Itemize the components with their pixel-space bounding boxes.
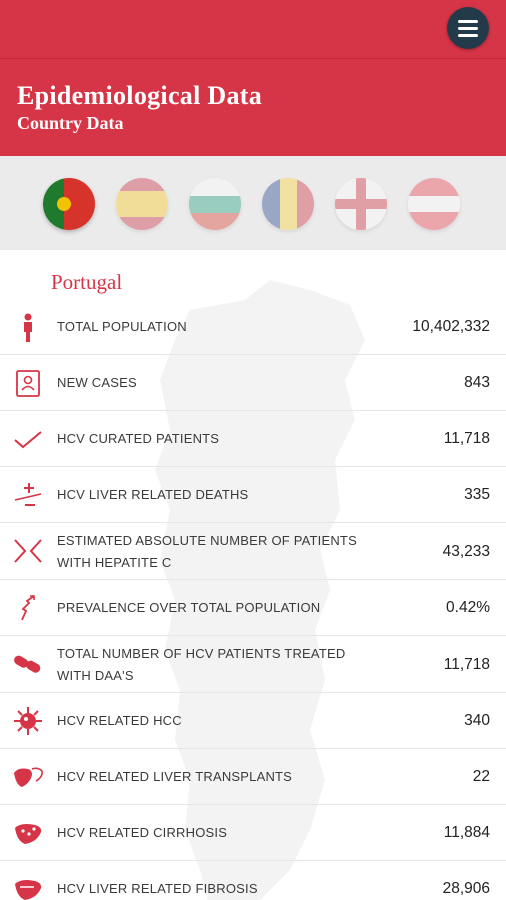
hamburger-icon [458, 19, 478, 23]
stat-row-prevalence: PREVALENCE OVER TOTAL POPULATION 0.42% [0, 580, 506, 636]
country-selector [0, 156, 506, 250]
stat-value: 11,718 [443, 430, 490, 447]
flag-austria-button[interactable] [408, 178, 460, 230]
stat-value: 843 [464, 374, 490, 391]
stat-value: 340 [464, 712, 490, 729]
stat-row-treated-daas: TOTAL NUMBER OF HCV PATIENTS TREATED WIT… [0, 636, 506, 693]
stat-value: 10,402,332 [412, 318, 490, 335]
stat-label: PREVALENCE OVER TOTAL POPULATION [57, 600, 321, 615]
id-card-icon [16, 370, 40, 397]
stat-label: HCV RELATED LIVER TRANSPLANTS [57, 769, 293, 784]
country-map-silhouette [155, 280, 365, 900]
page-header: Epidemiological Data Country Data [0, 58, 506, 156]
stat-label: HCV RELATED CIRRHOSIS [57, 825, 228, 840]
page-title: Epidemiological Data [17, 81, 263, 110]
flag-romania-button[interactable] [262, 178, 314, 230]
trend-icon [21, 595, 35, 621]
flag-bulgaria-button[interactable] [189, 178, 241, 230]
stat-label: HCV CURATED PATIENTS [57, 431, 220, 446]
stat-row-related-hcc: HCV RELATED HCC 340 [0, 693, 506, 749]
stat-label: TOTAL NUMBER OF HCV PATIENTS TREATED WIT… [57, 645, 346, 683]
flag-portugal-button[interactable] [43, 178, 95, 230]
stat-value: 0.42% [446, 599, 490, 616]
stat-label: HCV LIVER RELATED DEATHS [57, 487, 249, 502]
menu-button[interactable] [447, 7, 489, 49]
stat-label: HCV RELATED HCC [57, 713, 182, 728]
flag-england-button[interactable] [335, 178, 387, 230]
stat-row-curated-patients: HCV CURATED PATIENTS 11,718 [0, 411, 506, 467]
top-bar [0, 0, 506, 58]
checkmark-icon [14, 431, 42, 449]
stat-label: HCV LIVER RELATED FIBROSIS [57, 881, 258, 896]
page-subtitle: Country Data [17, 113, 124, 133]
stat-label: TOTAL POPULATION [57, 319, 187, 334]
stat-row-estimated-patients: ESTIMATED ABSOLUTE NUMBER OF PATIENTS WI… [0, 523, 506, 580]
stat-value: 11,718 [443, 655, 490, 673]
fibrosis-icon [15, 880, 42, 900]
plus-minus-icon [14, 483, 42, 506]
stat-label: NEW CASES [57, 375, 137, 390]
stat-row-liver-transplants: HCV RELATED LIVER TRANSPLANTS 22 [0, 749, 506, 805]
stat-value: 43,233 [442, 542, 490, 560]
arrows-icon [14, 539, 42, 563]
stat-value: 335 [464, 486, 490, 503]
flag-spain-button[interactable] [116, 178, 168, 230]
cirrhosis-icon [15, 824, 42, 844]
virus-icon [14, 707, 42, 735]
pills-icon [14, 655, 41, 673]
stat-row-total-population: TOTAL POPULATION 10,402,332 [0, 299, 506, 355]
stat-row-liver-deaths: HCV LIVER RELATED DEATHS 335 [0, 467, 506, 523]
person-icon [24, 313, 32, 342]
stat-value: 28,906 [442, 880, 490, 897]
stat-value: 22 [472, 768, 490, 785]
stat-label: ESTIMATED ABSOLUTE NUMBER OF PATIENTS WI… [57, 532, 357, 570]
liver-transplant-icon [14, 767, 43, 787]
stat-row-fibrosis: HCV LIVER RELATED FIBROSIS 28,906 [0, 861, 506, 900]
stat-value: 11,884 [443, 824, 490, 841]
country-name: Portugal [51, 270, 123, 294]
country-data-panel: Portugal TOTAL POPULATION 10,402,332 NEW… [0, 250, 506, 900]
stat-row-new-cases: NEW CASES 843 [0, 355, 506, 411]
stat-row-cirrhosis: HCV RELATED CIRRHOSIS 11,884 [0, 805, 506, 861]
